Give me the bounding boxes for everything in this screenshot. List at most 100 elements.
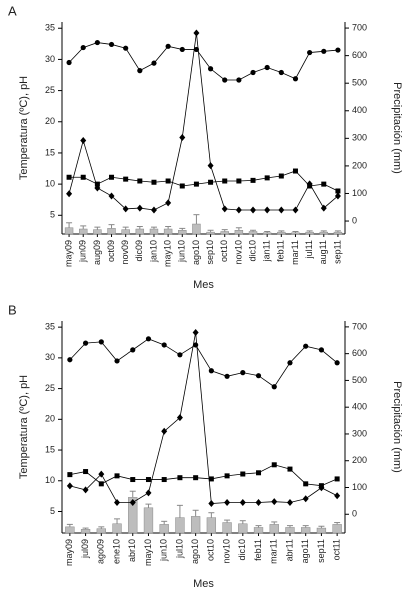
point [224, 498, 231, 506]
point [335, 47, 341, 53]
point [67, 472, 73, 478]
bar [301, 527, 311, 534]
point [318, 347, 325, 353]
y-axis-label: Temperatura (ºC), pH [18, 375, 30, 479]
x-tick-label: ene10 [111, 539, 121, 564]
x-tick-label: may10 [143, 539, 153, 566]
x-tick-label: dic10 [247, 240, 257, 262]
bar [143, 507, 154, 534]
point [66, 59, 72, 66]
y-tick-label: 35 [45, 322, 55, 332]
point [129, 498, 136, 506]
point [264, 206, 271, 214]
x-tick-label: abr10 [127, 539, 137, 562]
bar [285, 527, 295, 534]
x-tick-label: jul09 [80, 539, 90, 559]
bar [178, 230, 187, 235]
point [303, 343, 309, 349]
bar [175, 517, 185, 534]
point [334, 476, 340, 482]
bar [192, 223, 201, 235]
y2-axis-label: Precipitación (mm) [391, 381, 403, 473]
point [66, 482, 73, 490]
point [80, 174, 86, 180]
point [109, 174, 115, 180]
bar [135, 228, 145, 235]
y2-tick-label: 100 [352, 188, 367, 198]
bar [262, 232, 272, 235]
point [321, 48, 327, 54]
y2-tick-label: 0 [352, 215, 357, 225]
y-tick-label: 15 [45, 147, 55, 157]
x-tick-label: abr11 [284, 539, 294, 561]
point [179, 134, 186, 142]
point [177, 475, 183, 481]
y-tick-label: 15 [45, 444, 55, 454]
y-tick-label: 5 [50, 210, 55, 220]
point [165, 178, 171, 184]
y2-tick-label: 200 [352, 160, 367, 170]
point [303, 481, 309, 487]
y-tick-label: 25 [45, 85, 55, 95]
point [161, 477, 167, 483]
point [307, 49, 313, 56]
point [136, 204, 143, 212]
point [287, 360, 293, 366]
point [193, 475, 199, 481]
point [145, 477, 151, 483]
y-tick-label: 30 [45, 54, 55, 64]
point [193, 181, 199, 187]
y2-tick-label: 0 [352, 509, 357, 519]
point [207, 66, 214, 72]
point [334, 360, 340, 366]
point [122, 205, 129, 213]
bar [220, 231, 229, 235]
y2-tick-label: 500 [352, 375, 367, 385]
x-tick-label: jun09 [78, 240, 88, 263]
bar [112, 523, 122, 534]
bar [332, 524, 342, 534]
point [114, 358, 120, 364]
y-tick-label: 5 [50, 506, 55, 516]
bar [93, 229, 102, 235]
x-tick-label: dic10 [237, 539, 247, 561]
point [161, 427, 168, 435]
point [224, 473, 230, 479]
series-line [68, 42, 338, 81]
x-tick-label: aug09 [92, 240, 102, 265]
point [222, 77, 228, 83]
point [335, 188, 341, 194]
point [255, 498, 262, 506]
x-tick-label: jan10 [148, 240, 158, 263]
point [98, 339, 104, 345]
x-tick-label: jun10 [159, 539, 169, 562]
x-tick-label: may10 [163, 240, 173, 267]
y2-tick-label: 600 [352, 348, 367, 358]
point [193, 29, 200, 37]
point [334, 492, 341, 500]
x-tick-label: may09 [63, 240, 73, 267]
point [137, 178, 143, 184]
point [82, 486, 89, 494]
point [207, 162, 214, 170]
point [66, 190, 73, 198]
x-tick-label: ago10 [190, 539, 200, 564]
point [271, 498, 278, 506]
series-line [69, 338, 338, 388]
bar [80, 529, 91, 534]
y-tick-label: 25 [45, 383, 55, 393]
y2-tick-label: 500 [352, 78, 367, 88]
point [286, 498, 293, 506]
point [264, 64, 270, 71]
point [208, 476, 214, 482]
point [98, 481, 104, 487]
point [236, 77, 242, 83]
point [236, 178, 242, 184]
point [264, 175, 270, 181]
x-tick-label: oct09 [106, 240, 116, 262]
point [114, 473, 120, 479]
bar [79, 228, 88, 235]
x-tick-label: sep10 [205, 240, 215, 265]
x-tick-label: jul11 [304, 240, 314, 259]
